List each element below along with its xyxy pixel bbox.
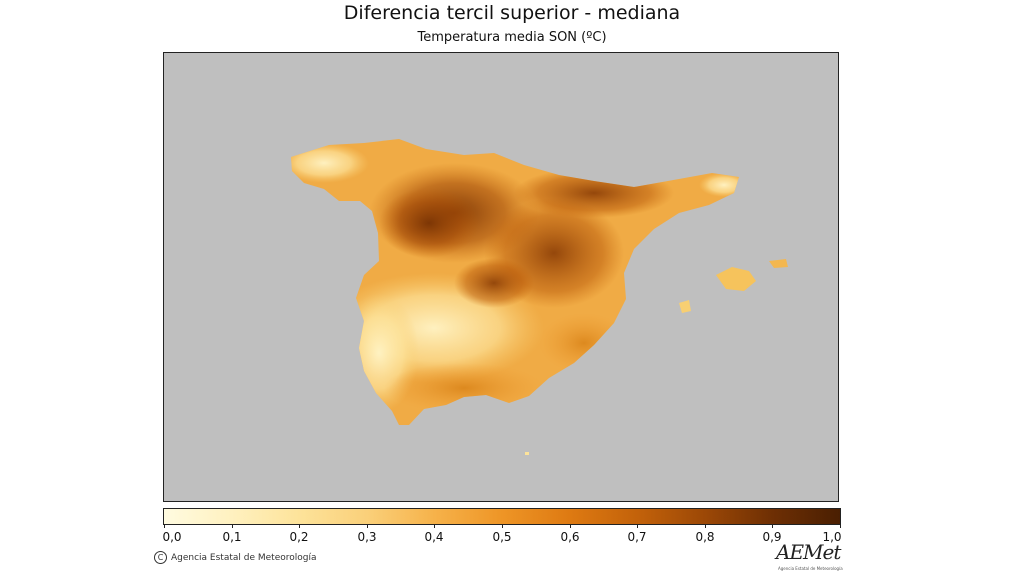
ibiza-island xyxy=(679,300,691,313)
map-subtitle: Temperatura media SON (ºC) xyxy=(417,30,607,45)
colorbar-tick xyxy=(232,524,233,528)
colorbar-tick-label: 0,9 xyxy=(762,530,782,544)
colorbar-tick xyxy=(434,524,435,528)
colorbar-tick xyxy=(705,524,706,528)
colorbar-tick-label: 0,3 xyxy=(357,530,377,544)
credit-text: Agencia Estatal de Meteorología xyxy=(171,552,317,563)
aemet-logo: AEMet Agencia Estatal de Meteorología xyxy=(776,540,846,574)
colorbar-tick xyxy=(772,524,773,528)
map-title: Diferencia tercil superior - mediana xyxy=(343,2,681,24)
logo-text: AEMet xyxy=(776,540,841,564)
credit: C Agencia Estatal de Meteorología xyxy=(154,551,317,564)
colorbar-tick-label: 0,5 xyxy=(492,530,512,544)
colorbar-tick-label: 0,4 xyxy=(424,530,444,544)
colorbar-tick-label: 0,6 xyxy=(560,530,580,544)
mallorca-island xyxy=(716,267,756,291)
colorbar-tick xyxy=(840,524,841,528)
colorbar-tick-label: 0,7 xyxy=(627,530,647,544)
alboran-island xyxy=(525,452,529,455)
colorbar-tick xyxy=(367,524,368,528)
colorbar-tick-label: 0,8 xyxy=(695,530,715,544)
colorbar xyxy=(163,508,841,525)
colorbar-tick xyxy=(502,524,503,528)
map-panel xyxy=(163,52,839,502)
colorbar-tick xyxy=(164,524,165,528)
menorca-island xyxy=(769,259,788,268)
colorbar-gradient xyxy=(164,509,840,524)
colorbar-tick xyxy=(299,524,300,528)
colorbar-tick-label: 1,0 xyxy=(822,530,842,544)
colorbar-tick xyxy=(570,524,571,528)
colorbar-tick-label: 0,0 xyxy=(162,530,182,544)
logo-subtext: Agencia Estatal de Meteorología xyxy=(778,566,843,571)
copyright-icon: C xyxy=(154,551,167,564)
colorbar-tick xyxy=(637,524,638,528)
colorbar-tick-label: 0,1 xyxy=(222,530,242,544)
colorbar-tick-label: 0,2 xyxy=(289,530,309,544)
spain-temperature-map xyxy=(291,139,788,455)
